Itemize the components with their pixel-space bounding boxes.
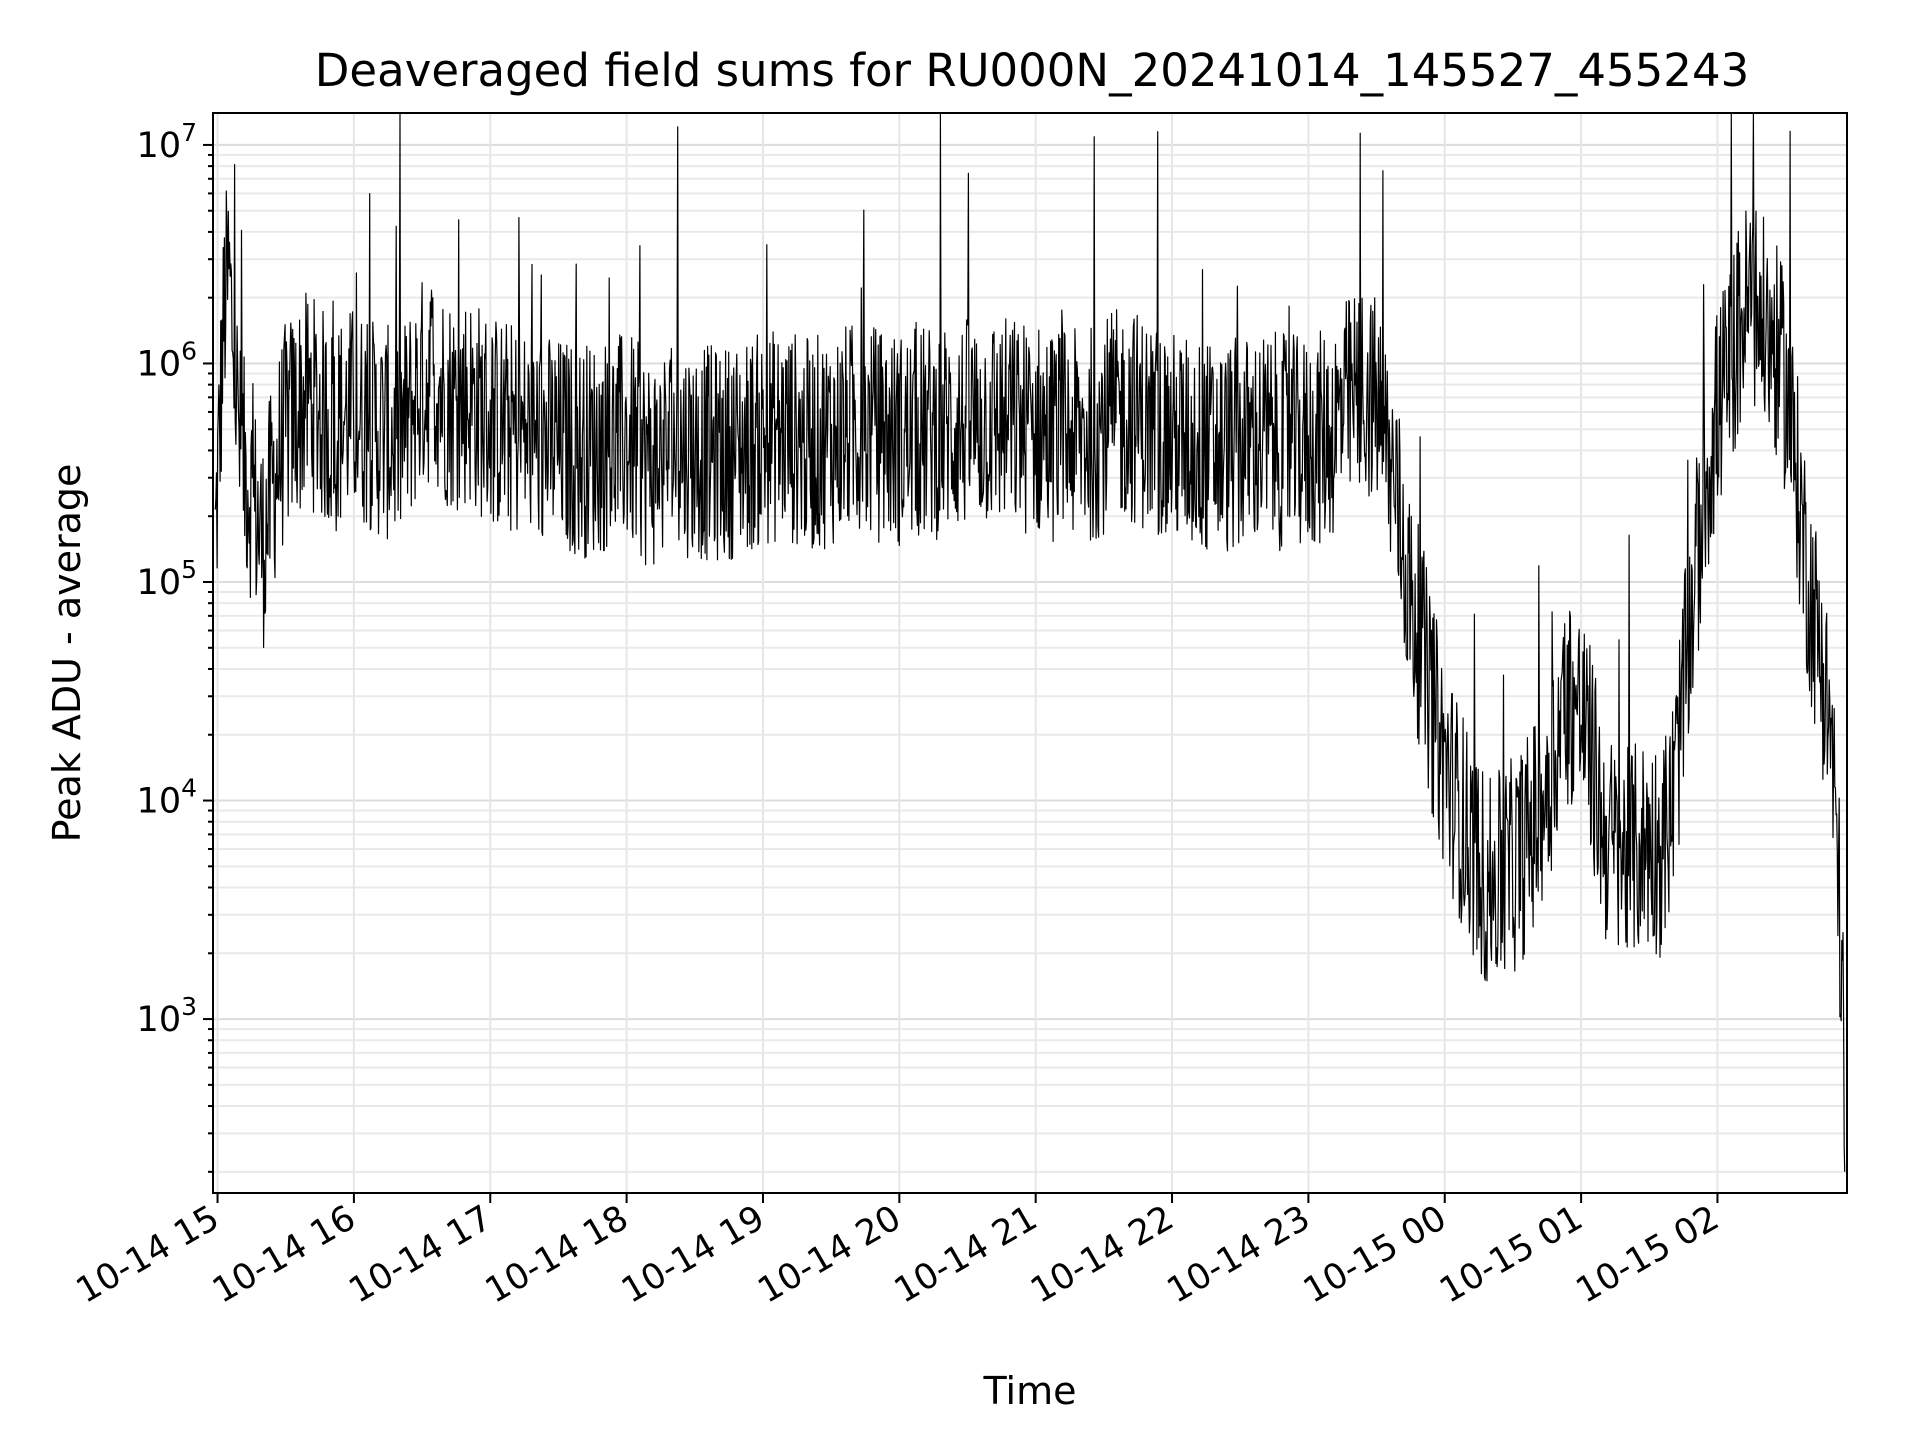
x-tick-label: 10-14 17: [342, 1198, 498, 1311]
x-tick-label: 10-14 20: [752, 1198, 908, 1311]
series: [214, 112, 1846, 1172]
chart-title: Deaveraged field sums for RU000N_2024101…: [315, 44, 1749, 97]
x-tick-label: 10-14 15: [70, 1198, 226, 1311]
x-tick-label: 10-14 22: [1024, 1198, 1180, 1311]
y-tick-label-base: 10: [137, 563, 182, 603]
y-tick-label-exponent: 6: [181, 336, 197, 365]
y-tick-label-base: 10: [137, 782, 182, 822]
x-tick-label: 10-14 21: [888, 1198, 1044, 1311]
y-tick-label-exponent: 4: [181, 774, 197, 803]
x-tick-label: 10-14 18: [479, 1198, 635, 1311]
x-tick-label: 10-15 00: [1297, 1198, 1453, 1311]
y-tick-label: 107: [137, 118, 197, 166]
y-tick-label: 105: [137, 555, 197, 603]
y-axis-label: Peak ADU - average: [45, 464, 89, 843]
y-tick-label-exponent: 3: [181, 992, 197, 1021]
y-tick-label-base: 10: [137, 344, 182, 384]
y-tick-label-base: 10: [137, 1000, 182, 1040]
y-tick-label-exponent: 5: [181, 555, 197, 584]
x-tick-label: 10-14 23: [1161, 1198, 1317, 1311]
x-tick-label: 10-15 02: [1570, 1198, 1726, 1311]
y-tick-label-exponent: 7: [181, 118, 197, 147]
x-tick-label: 10-14 19: [615, 1198, 771, 1311]
y-tick-label: 103: [137, 992, 197, 1040]
grid: [213, 113, 1847, 1193]
y-tick-label-base: 10: [137, 126, 182, 166]
y-tick-label: 106: [137, 336, 197, 384]
x-tick-label: 10-14 16: [206, 1198, 362, 1311]
x-axis-label: Time: [983, 1369, 1077, 1413]
x-tick-label: 10-15 01: [1433, 1198, 1589, 1311]
plot-frame: [212, 112, 1848, 1194]
y-tick-label: 104: [137, 774, 197, 822]
series-line: [214, 112, 1846, 1172]
